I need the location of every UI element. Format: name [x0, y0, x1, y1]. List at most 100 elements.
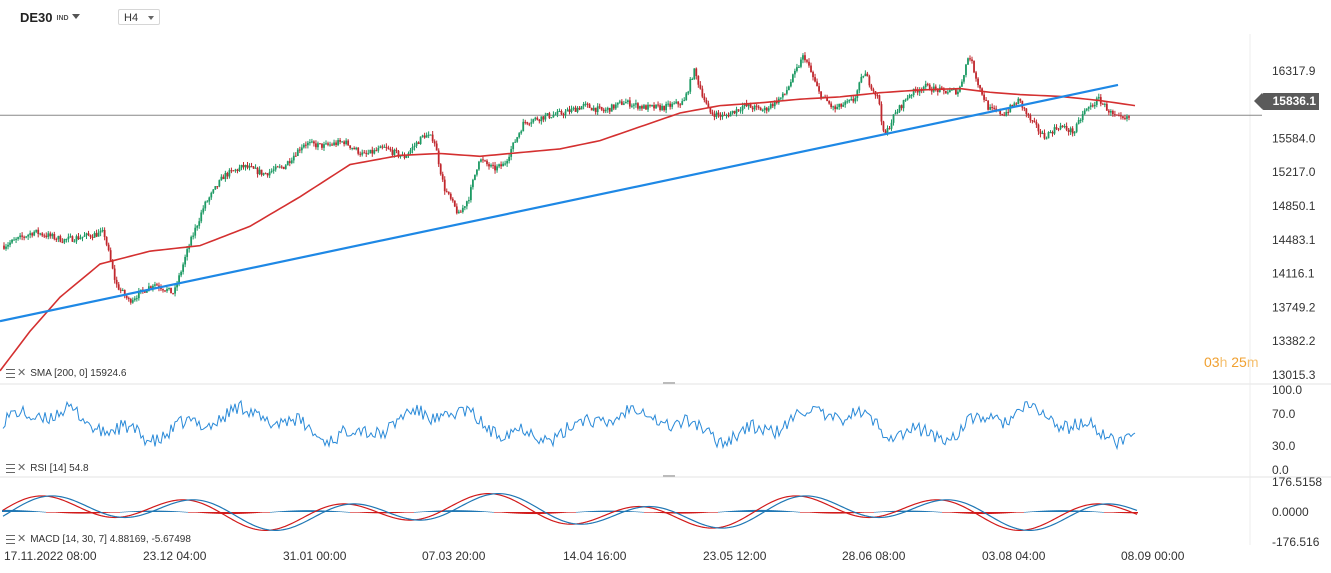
macd-histogram-bar	[264, 512, 266, 513]
candle-body	[979, 85, 981, 89]
candle-body	[1053, 127, 1056, 134]
symbol-selector[interactable]: DE30 IND	[20, 10, 69, 25]
price-axis-label: 14116.1	[1272, 267, 1315, 281]
candle-body	[582, 104, 585, 107]
candle-body	[168, 287, 170, 290]
macd-histogram-bar	[684, 512, 686, 514]
candle-body	[709, 107, 712, 113]
macd-histogram-bar	[912, 510, 914, 512]
macd-histogram-bar	[1054, 510, 1056, 512]
macd-histogram-bar	[718, 511, 720, 513]
candle-body	[25, 236, 28, 238]
candle-body	[240, 164, 243, 168]
candle-body	[1065, 126, 1068, 130]
macd-histogram-bar	[668, 512, 670, 514]
candle-body	[474, 174, 476, 180]
candle-body	[808, 61, 810, 66]
rsi-indicator-label[interactable]: ✕ RSI [14] 54.8	[6, 461, 89, 474]
macd-histogram-bar	[634, 511, 636, 513]
candle-body	[476, 169, 478, 175]
timeframe-selector[interactable]: H4	[118, 9, 160, 25]
candle-body	[679, 104, 682, 106]
candle-body	[552, 114, 555, 118]
candle-body	[7, 244, 9, 247]
macd-histogram-bar	[528, 512, 530, 515]
candle-body	[747, 104, 750, 107]
macd-histogram-bar	[552, 512, 554, 514]
candle-body	[975, 72, 977, 79]
macd-histogram-bar	[752, 509, 754, 512]
symbol-dropdown-caret-icon[interactable]	[72, 14, 80, 19]
candle-body	[244, 164, 247, 168]
candle-body	[864, 73, 867, 77]
candle-body	[836, 106, 839, 110]
macd-histogram-bar	[1112, 512, 1114, 513]
candle-body	[1073, 131, 1076, 134]
candle-body	[1061, 125, 1064, 127]
candle-body	[713, 114, 716, 117]
candle-body	[967, 58, 969, 65]
macd-histogram-bar	[54, 512, 56, 513]
time-axis-label: 23.05 12:00	[703, 549, 767, 563]
macd-histogram-bar	[244, 512, 246, 514]
macd-histogram-bar	[644, 512, 646, 513]
candle-body	[1055, 127, 1058, 129]
candle-body	[526, 122, 529, 124]
macd-histogram-bar	[352, 512, 354, 513]
macd-histogram-bar	[796, 511, 798, 513]
macd-histogram-bar	[282, 511, 284, 512]
candle-body	[93, 233, 96, 238]
sma-indicator-label[interactable]: ✕ SMA [200, 0] 15924.6	[6, 366, 126, 379]
indicator-remove-icon[interactable]: ✕	[17, 367, 27, 379]
macd-histogram-bar	[252, 512, 254, 514]
candle-body	[771, 104, 774, 107]
macd-indicator-label[interactable]: ✕ MACD [14, 30, 7] 4.88169, -5.67498	[6, 532, 191, 545]
macd-histogram-bar	[18, 510, 20, 512]
macd-histogram-bar	[998, 512, 1000, 514]
candle-body	[395, 149, 398, 151]
candle-body	[618, 101, 621, 103]
indicator-remove-icon[interactable]: ✕	[17, 533, 27, 545]
candle-body	[321, 143, 323, 148]
candle-body	[433, 141, 436, 144]
candle-body	[152, 285, 154, 288]
candle-body	[343, 141, 346, 145]
candle-body	[868, 76, 871, 86]
indicator-remove-icon[interactable]: ✕	[17, 462, 27, 474]
candle-body	[792, 74, 794, 82]
macd-histogram-bar	[454, 510, 456, 512]
macd-histogram-bar	[154, 510, 156, 512]
indicator-settings-icon[interactable]	[6, 534, 15, 544]
candle-body	[574, 107, 577, 112]
candle-body	[669, 103, 672, 107]
macd-histogram-bar	[280, 511, 282, 512]
macd-histogram-bar	[514, 512, 516, 514]
macd-histogram-bar	[28, 510, 30, 512]
candle-body	[97, 232, 100, 237]
candle-body	[544, 115, 547, 120]
macd-histogram-bar	[542, 512, 544, 514]
macd-histogram-bar	[234, 512, 236, 515]
candle-body	[427, 134, 430, 136]
macd-histogram-bar	[708, 512, 710, 513]
candle-body	[508, 156, 511, 161]
candle-body	[610, 104, 613, 112]
candle-body	[1025, 108, 1028, 114]
candle-body	[520, 131, 523, 134]
candle-body	[99, 230, 102, 233]
candle-body	[773, 100, 776, 107]
candle-body	[254, 167, 257, 169]
macd-histogram-bar	[366, 512, 368, 514]
candle-body	[514, 141, 517, 143]
macd-histogram-bar	[874, 511, 876, 513]
indicator-settings-icon[interactable]	[6, 463, 15, 473]
macd-histogram-bar	[728, 511, 730, 512]
candle-body	[850, 99, 853, 101]
candle-body	[204, 201, 207, 209]
macd-histogram-bar	[254, 512, 256, 514]
indicator-settings-icon[interactable]	[6, 368, 15, 378]
macd-histogram-bar	[700, 512, 702, 514]
macd-histogram-bar	[522, 512, 524, 514]
macd-histogram-bar	[1042, 510, 1044, 512]
